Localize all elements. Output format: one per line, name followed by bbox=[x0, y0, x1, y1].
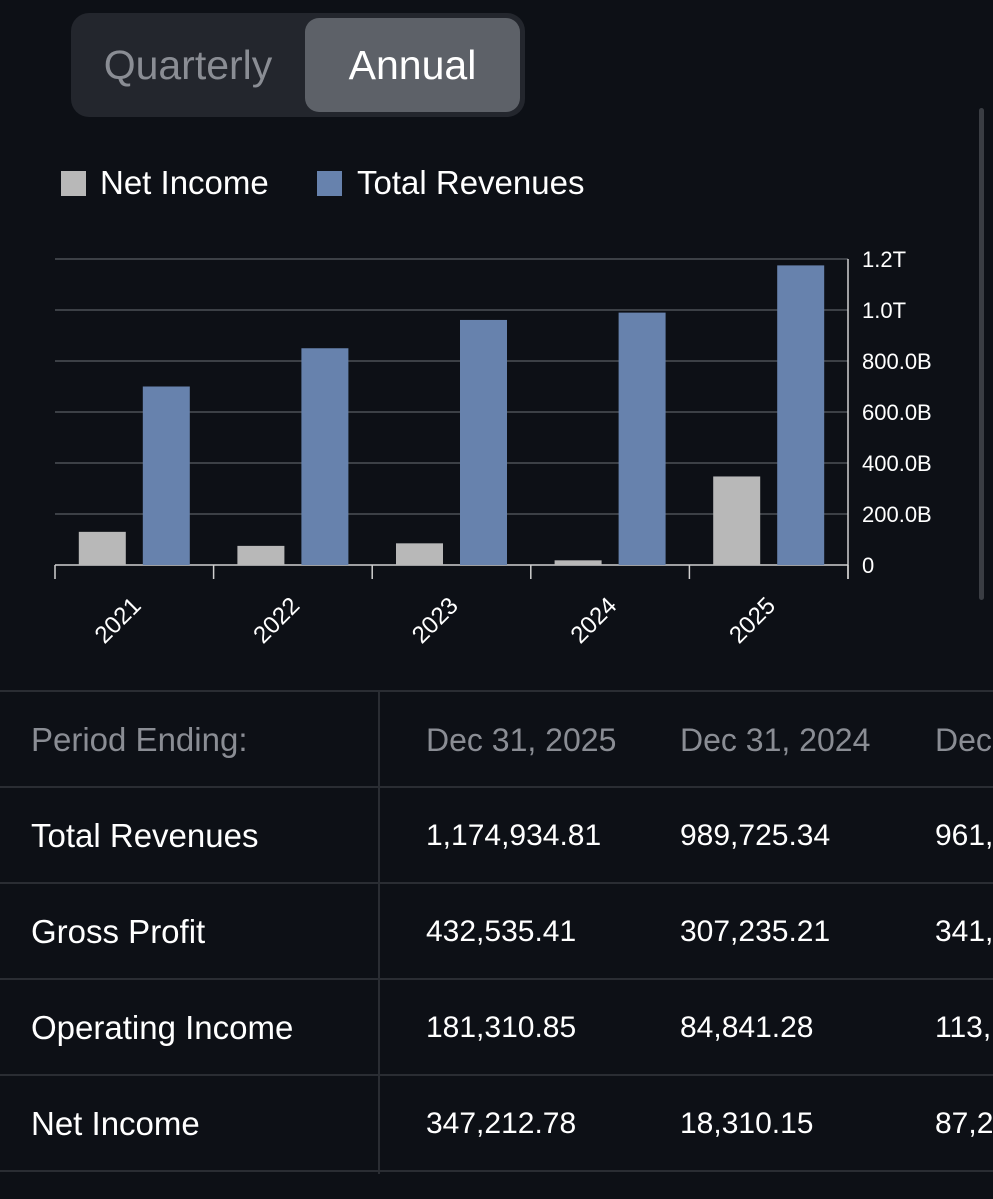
scroll-indicator[interactable] bbox=[979, 108, 984, 600]
quarterly-tab[interactable]: Quarterly bbox=[103, 42, 273, 88]
x-tick-label: 2021 bbox=[90, 592, 147, 649]
y-tick-label: 200.0B bbox=[862, 502, 932, 527]
table-cell: 1,174,934.81 bbox=[426, 819, 602, 852]
x-tick-label: 2022 bbox=[248, 592, 305, 649]
table-cell: 347,212.78 bbox=[426, 1107, 577, 1140]
bar-total-revenues[interactable] bbox=[777, 265, 825, 565]
bar-net-income[interactable] bbox=[713, 476, 761, 565]
bar-net-income[interactable] bbox=[78, 531, 126, 565]
x-tick-label: 2024 bbox=[565, 592, 622, 649]
column-header: Dec 31, 2024 bbox=[680, 722, 871, 758]
table-cell: 87,2 bbox=[935, 1107, 993, 1140]
table-cell: 18,310.15 bbox=[680, 1107, 814, 1140]
y-tick-label: 0 bbox=[862, 553, 874, 578]
column-header: Dec 31, 2025 bbox=[426, 722, 617, 758]
y-tick-label: 400.0B bbox=[862, 451, 932, 476]
table-cell: 989,725.34 bbox=[680, 819, 831, 852]
y-tick-label: 800.0B bbox=[862, 349, 932, 374]
x-tick-label: 2023 bbox=[407, 592, 464, 649]
row-label: Operating Income bbox=[31, 1009, 294, 1046]
bar-total-revenues[interactable] bbox=[618, 312, 666, 565]
row-label: Net Income bbox=[31, 1105, 200, 1142]
bar-total-revenues[interactable] bbox=[301, 348, 349, 565]
legend-label-total-revenues: Total Revenues bbox=[357, 164, 584, 201]
table-cell: 181,310.85 bbox=[426, 1011, 577, 1044]
legend-label-net-income: Net Income bbox=[100, 164, 269, 201]
bar-net-income[interactable] bbox=[554, 560, 602, 565]
legend-swatch-net-income bbox=[61, 171, 86, 196]
bar-net-income[interactable] bbox=[237, 545, 285, 565]
table-cell: 432,535.41 bbox=[426, 915, 577, 948]
table-cell: 961, bbox=[935, 819, 993, 852]
legend-swatch-total-revenues bbox=[317, 171, 342, 196]
table-cell: 307,235.21 bbox=[680, 915, 831, 948]
x-tick-label: 2025 bbox=[724, 592, 781, 649]
financials-table: Period Ending: Dec 31, 2025 Dec 31, 2024… bbox=[0, 690, 993, 1172]
table-header-row: Period Ending: Dec 31, 2025 Dec 31, 2024… bbox=[0, 690, 993, 786]
table-row: Net Income 347,212.78 18,310.15 87,2 bbox=[0, 1074, 993, 1172]
y-tick-label: 1.0T bbox=[862, 298, 906, 323]
row-label: Total Revenues bbox=[31, 817, 259, 854]
table-row: Gross Profit 432,535.41 307,235.21 341, bbox=[0, 882, 993, 978]
row-label: Gross Profit bbox=[31, 913, 206, 950]
revenue-income-chart: Net Income Total Revenues 0 200.0B 400.0B 6… bbox=[54, 164, 932, 649]
y-tick-label: 600.0B bbox=[862, 400, 932, 425]
y-tick-label: 1.2T bbox=[862, 247, 906, 272]
annual-tab[interactable]: Annual bbox=[305, 18, 520, 112]
table-row: Total Revenues 1,174,934.81 989,725.34 9… bbox=[0, 786, 993, 882]
bar-total-revenues[interactable] bbox=[142, 386, 190, 566]
column-divider bbox=[378, 690, 380, 1174]
bar-net-income[interactable] bbox=[396, 543, 443, 565]
table-cell: 84,841.28 bbox=[680, 1011, 814, 1044]
table-cell: 341, bbox=[935, 915, 993, 948]
period-segmented-control: Quarterly Annual bbox=[71, 13, 525, 117]
table-row: Operating Income 181,310.85 84,841.28 11… bbox=[0, 978, 993, 1074]
bar-total-revenues[interactable] bbox=[460, 319, 507, 565]
table-cell: 113, bbox=[935, 1011, 992, 1044]
column-header: Dec bbox=[935, 722, 992, 758]
period-ending-label: Period Ending: bbox=[31, 721, 248, 758]
